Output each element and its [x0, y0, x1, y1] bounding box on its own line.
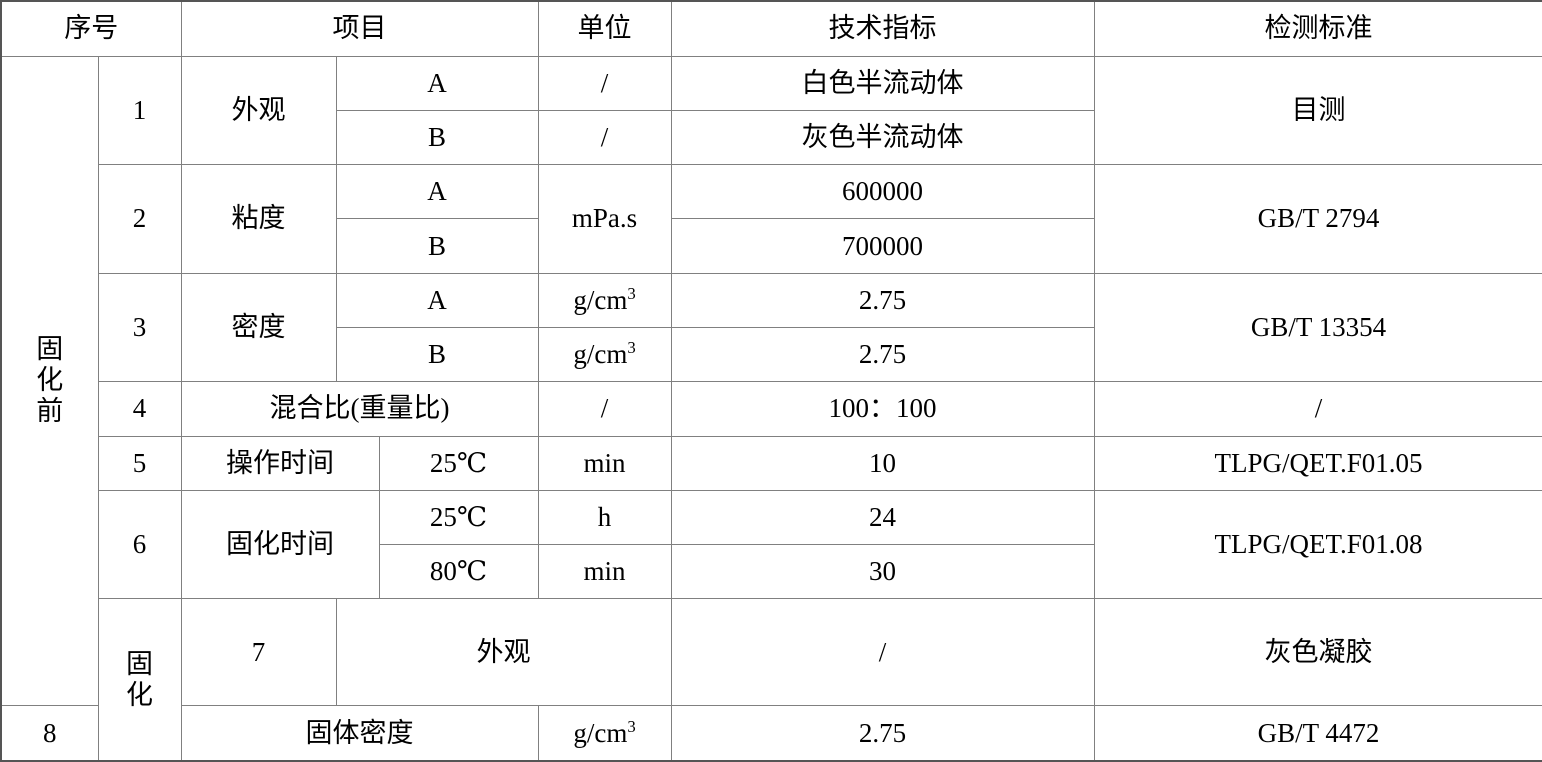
- row-1-spec-b: 灰色半流动体: [670, 109, 1095, 166]
- row-6-sub-b: 80℃: [378, 544, 539, 600]
- row-name-4: 混合比(重量比): [180, 381, 539, 437]
- row-no-8: 8: [0, 705, 99, 762]
- table-row: B g/cm3 2.75: [1, 327, 1542, 383]
- row-4-spec: 100：100: [670, 381, 1095, 437]
- table-row: 4 混合比(重量比) / 100：100 /: [1, 381, 1542, 437]
- row-2-standard: GB/T 2794: [1093, 164, 1542, 274]
- table-row: 3 密度 A g/cm3 2.75 GB/T 13354: [1, 272, 1542, 383]
- row-1-unit-b: /: [537, 109, 672, 166]
- row-8-unit: g/cm3: [537, 705, 672, 762]
- row-3-standard: GB/T 13354: [1093, 272, 1542, 383]
- row-1-spec-a: 白色半流动体: [670, 55, 1095, 111]
- row-7-unit: /: [670, 598, 1095, 707]
- row-5-unit: min: [537, 435, 672, 491]
- row-3-unit-b: g/cm3: [537, 327, 672, 383]
- row-8-spec: 2.75: [670, 705, 1095, 762]
- group-label-after-curing: 固 化: [97, 598, 182, 762]
- table-header-row: 序号 项目 单位 技术指标 检测标准: [0, 0, 1542, 57]
- row-8-standard: GB/T 4472: [1093, 705, 1542, 762]
- header-standard: 检测标准: [1093, 0, 1542, 57]
- row-name-7: 外观: [335, 598, 672, 707]
- row-2-unit: mPa.s: [537, 164, 672, 274]
- row-1-sub-b: B: [335, 109, 539, 166]
- group-label-char: 化: [126, 679, 153, 710]
- row-1-standard: 目测: [1093, 55, 1542, 166]
- row-6-unit-a: h: [537, 489, 672, 546]
- row-name-8: 固体密度: [180, 705, 539, 762]
- row-6-sub-a: 25℃: [378, 489, 539, 546]
- row-name-3: 密度: [180, 272, 337, 383]
- header-unit: 单位: [537, 0, 672, 57]
- row-5-spec: 10: [670, 435, 1095, 491]
- row-2-spec-a: 600000: [670, 164, 1095, 220]
- table-row: 80℃ min 30: [1, 544, 1542, 600]
- row-6-standard: TLPG/QET.F01.08: [1093, 489, 1542, 600]
- row-4-unit: /: [537, 381, 672, 437]
- row-6-unit-b: min: [537, 544, 672, 600]
- group-label-char: 固: [126, 648, 153, 679]
- row-7-spec: 灰色凝胶: [1093, 598, 1542, 707]
- row-name-1: 外观: [180, 55, 337, 166]
- row-name-6: 固化时间: [180, 489, 380, 600]
- row-no-2: 2: [97, 164, 182, 274]
- row-no-6: 6: [97, 489, 182, 600]
- row-2-spec-b: 700000: [670, 218, 1095, 274]
- row-3-sub-a: A: [335, 272, 539, 329]
- row-3-unit-a: g/cm3: [537, 272, 672, 329]
- row-no-7: 7: [180, 598, 337, 707]
- group-label-before-curing: 固 化 前: [0, 55, 99, 707]
- row-5-standard: TLPG/QET.F01.05: [1093, 435, 1542, 491]
- header-spec: 技术指标: [670, 0, 1095, 57]
- row-no-1: 1: [97, 55, 182, 166]
- row-6-spec-a: 24: [670, 489, 1095, 546]
- row-no-3: 3: [97, 272, 182, 383]
- row-3-spec-a: 2.75: [670, 272, 1095, 329]
- group-label-char: 化: [36, 365, 64, 396]
- row-no-5: 5: [97, 435, 182, 491]
- row-3-spec-b: 2.75: [670, 327, 1095, 383]
- row-4-standard: /: [1093, 381, 1542, 437]
- row-no-4: 4: [97, 381, 182, 437]
- header-item: 项目: [180, 0, 539, 57]
- row-5-sub: 25℃: [378, 435, 539, 491]
- row-1-sub-a: A: [335, 55, 539, 111]
- table-row: 2 粘度 A mPa.s 600000 GB/T 2794: [1, 164, 1542, 274]
- table-row: 5 操作时间 25℃ min 10 TLPG/QET.F01.05: [1, 435, 1542, 491]
- group-label-char: 前: [36, 396, 64, 427]
- row-name-5: 操作时间: [180, 435, 380, 491]
- table-row: 6 固化时间 25℃ h 24 TLPG/QET.F01.08: [1, 489, 1542, 600]
- row-name-2: 粘度: [180, 164, 337, 274]
- table-row: 8 固体密度 g/cm3 2.75 GB/T 4472: [0, 705, 1542, 762]
- row-3-sub-b: B: [335, 327, 539, 383]
- table-row: 固 化 前 1 外观 A / 白色半流动体 目测: [0, 55, 1542, 707]
- row-2-sub-a: A: [335, 164, 539, 220]
- table-row: 固 化 7 外观 / 灰色凝胶 目测: [1, 598, 1542, 762]
- header-seq: 序号: [0, 0, 182, 57]
- table-row: B 700000: [1, 218, 1542, 274]
- row-2-sub-b: B: [335, 218, 539, 274]
- table-row: B / 灰色半流动体: [1, 109, 1542, 166]
- group-label-char: 固: [36, 334, 64, 365]
- row-1-unit-a: /: [537, 55, 672, 111]
- row-6-spec-b: 30: [670, 544, 1095, 600]
